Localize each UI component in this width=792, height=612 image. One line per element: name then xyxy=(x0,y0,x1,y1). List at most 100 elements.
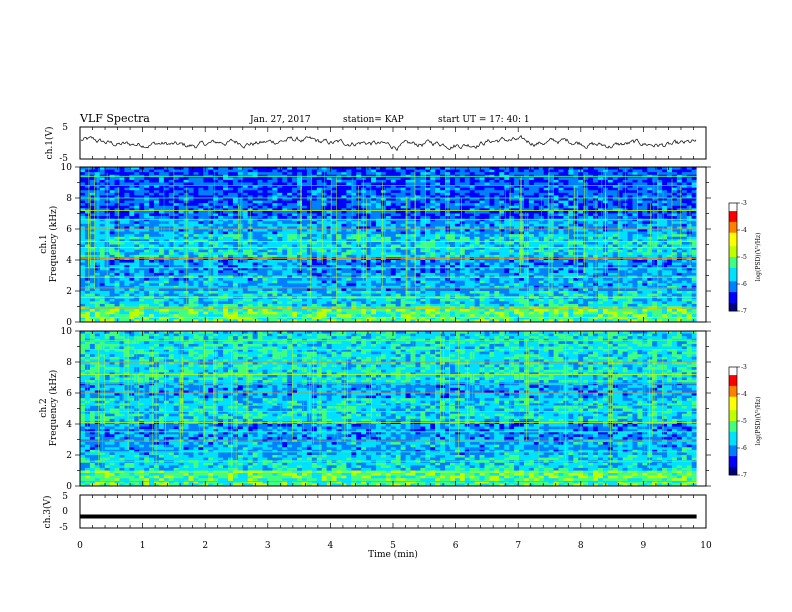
spectrogram-cell xyxy=(657,200,663,204)
spectrogram-cell xyxy=(395,226,401,230)
spectrogram-cell xyxy=(597,192,604,196)
spectrogram-cell xyxy=(267,187,273,191)
spectrogram-cell xyxy=(153,241,160,245)
spectrogram-cell xyxy=(642,169,648,173)
spectrogram-cell xyxy=(509,262,515,266)
spectrogram-cell xyxy=(597,265,604,269)
spectrogram-cell xyxy=(168,223,175,227)
spectrogram-cell xyxy=(568,254,574,258)
spectrogram-cell xyxy=(523,203,530,207)
spectrogram-cell xyxy=(652,244,658,248)
spectrogram-cell xyxy=(272,252,278,256)
spectrogram-cell xyxy=(119,236,125,240)
spectrogram-cell xyxy=(163,223,170,227)
spectrogram-cell xyxy=(89,210,96,214)
spectrogram-cell xyxy=(371,226,377,230)
spectrogram-cell xyxy=(494,221,500,225)
spectrogram-cell xyxy=(282,195,288,199)
spectrogram-cell xyxy=(563,172,569,176)
spectrogram-cell xyxy=(99,267,105,271)
spectrogram-cell xyxy=(548,167,554,170)
spectrogram-cell xyxy=(99,249,105,253)
spectrogram-cell xyxy=(588,192,594,196)
spectrogram-cell xyxy=(178,167,184,170)
spectrogram-cell xyxy=(499,260,505,263)
spectrogram-cell xyxy=(637,190,643,194)
spectrogram-cell xyxy=(129,172,135,176)
spectrogram-cell xyxy=(489,236,495,240)
spectrogram-cell xyxy=(548,198,554,201)
spectrogram-cell xyxy=(114,221,120,225)
spectrogram-cell xyxy=(548,177,554,181)
spectrogram-cell xyxy=(375,195,382,199)
spectrogram-cell xyxy=(272,205,278,209)
spectrogram-cell xyxy=(252,229,258,232)
spectrogram-cell xyxy=(375,239,382,243)
spectrogram-cell xyxy=(129,223,135,227)
spectrogram-cell xyxy=(331,260,337,263)
spectrogram-cell xyxy=(99,213,105,217)
spectrogram-cell xyxy=(178,195,184,199)
spectrogram-cell xyxy=(109,200,115,204)
spectrogram-cell xyxy=(232,249,239,253)
spectrogram-cell xyxy=(341,216,347,219)
spectrogram-cell xyxy=(163,216,170,219)
spectrogram-cell xyxy=(129,249,135,253)
spectrogram-cell xyxy=(316,190,323,194)
spectrogram-cell xyxy=(168,177,175,181)
spectrogram-cell xyxy=(459,265,466,269)
spectrogram-cell xyxy=(681,205,688,209)
spectrogram-cell xyxy=(237,167,244,170)
spectrogram-cell xyxy=(573,172,579,176)
spectrogram-cell xyxy=(632,182,638,186)
spectrogram-cell xyxy=(671,221,678,225)
spectrogram-cell xyxy=(183,167,189,170)
spectrogram-cell xyxy=(153,262,160,266)
spectrogram-cell xyxy=(178,234,184,238)
spectrogram-cell xyxy=(351,244,357,248)
spectrogram-cell xyxy=(573,216,579,219)
spectrogram-cell xyxy=(637,244,643,248)
spectrogram-cell xyxy=(558,218,564,222)
spectrogram-cell xyxy=(662,249,668,253)
spectrogram-cell xyxy=(632,218,638,222)
spectrogram-cell xyxy=(356,254,362,258)
spectrogram-cell xyxy=(163,200,170,204)
spectrogram-cell xyxy=(114,260,120,263)
spectrogram-cell xyxy=(430,236,436,240)
spectrogram-cell xyxy=(252,247,258,250)
spectrogram-cell xyxy=(568,218,574,222)
spectrogram-cell xyxy=(272,216,278,219)
spectrogram-cell xyxy=(287,208,293,212)
spectrogram-cell xyxy=(84,182,91,186)
spectrogram-cell xyxy=(163,221,170,225)
spectrogram-cell xyxy=(242,226,249,230)
spectrogram-cell xyxy=(543,195,549,199)
spectrogram-cell xyxy=(553,244,559,248)
spectrogram-cell xyxy=(553,190,559,194)
spectrogram-cell xyxy=(114,205,120,209)
spectrogram-cell xyxy=(341,241,347,245)
spectrogram-cell xyxy=(232,241,239,245)
spectrogram-cell xyxy=(104,169,110,173)
spectrogram-cell xyxy=(430,221,436,225)
spectrogram-cell xyxy=(652,231,658,235)
spectrogram-cell xyxy=(272,260,278,263)
spectrogram-cell xyxy=(331,172,337,176)
spectrogram-cell xyxy=(306,252,313,256)
spectrogram-cell xyxy=(652,252,658,256)
spectrogram-cell xyxy=(223,185,229,188)
spectrogram-cell xyxy=(139,187,145,191)
spectrogram-cell xyxy=(375,203,382,207)
spectrogram-cell xyxy=(242,208,249,212)
spectrogram-cell xyxy=(129,185,135,188)
spectrogram-cell xyxy=(415,234,421,238)
spectrogram-cell xyxy=(469,179,475,183)
spectrogram-cell xyxy=(306,239,313,243)
spectrogram-cell xyxy=(528,229,535,232)
spectrogram-cell xyxy=(346,239,352,243)
spectrogram-cell xyxy=(681,210,688,214)
spectrogram-cell xyxy=(223,167,229,170)
spectrogram-cell xyxy=(568,210,574,214)
spectrogram-cell xyxy=(109,236,115,240)
